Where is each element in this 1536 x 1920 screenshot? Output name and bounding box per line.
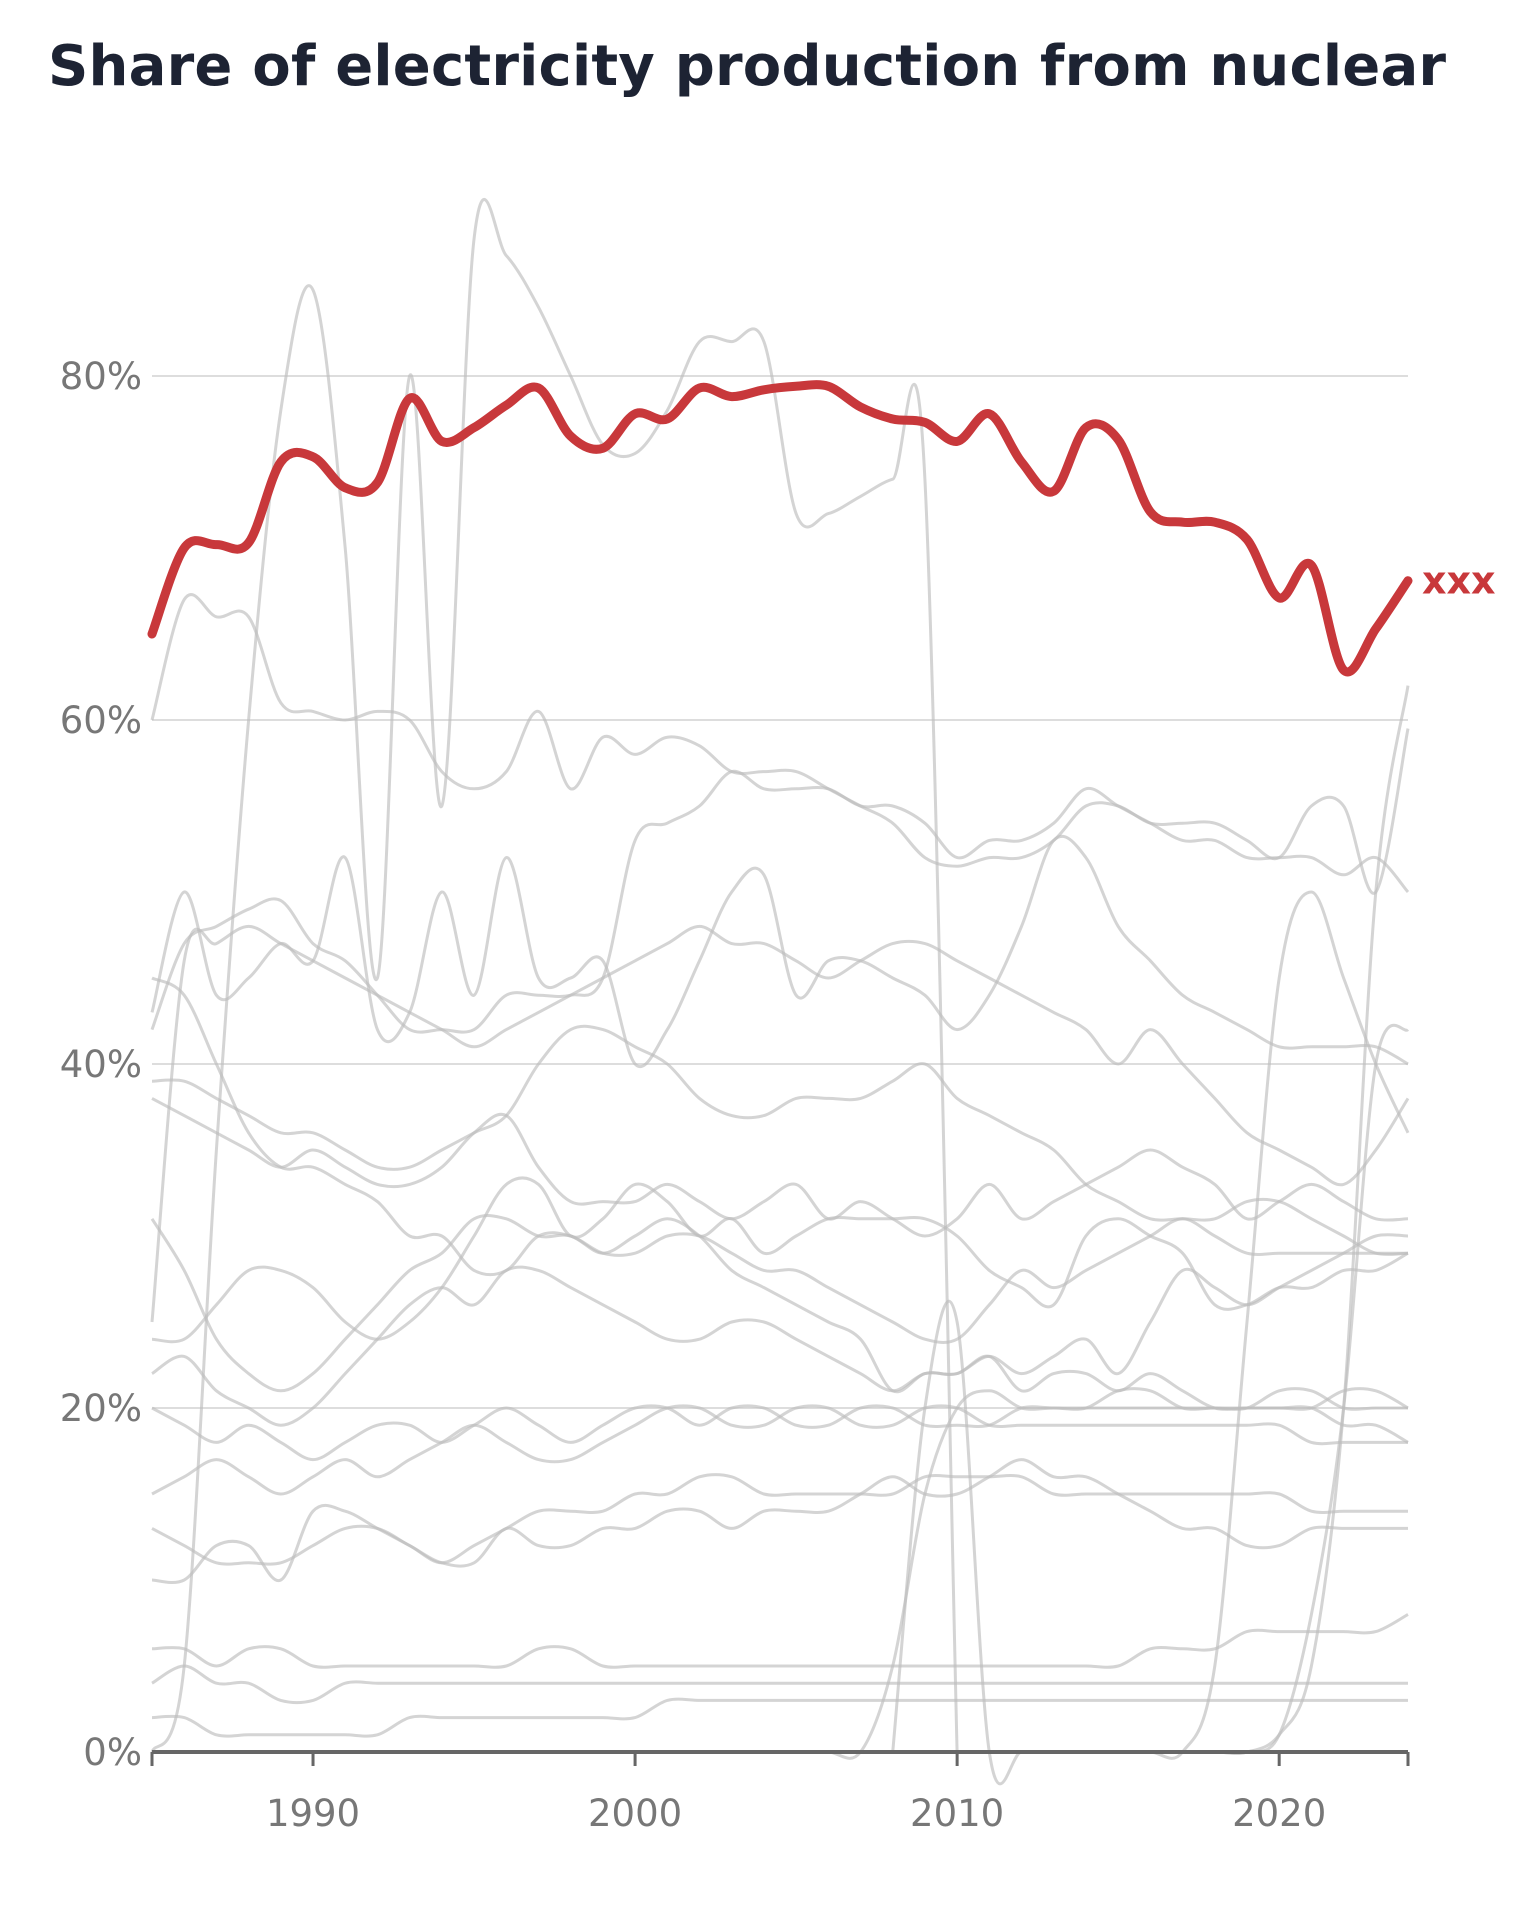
context-series-line xyxy=(151,1458,1408,1585)
chart-title: Share of electricity production from nuc… xyxy=(48,34,1447,99)
x-axis: 1990 2000 2010 2020 xyxy=(150,1750,1410,1835)
context-series-line xyxy=(151,1265,1409,1444)
y-tick-label: 0% xyxy=(83,1731,142,1774)
x-tick-label: 1990 xyxy=(266,1792,360,1835)
y-tick-label: 40% xyxy=(60,1043,142,1086)
context-series-line xyxy=(150,924,1410,1323)
context-series-lines xyxy=(150,198,1410,1786)
highlight-series-label: xxx xyxy=(1422,559,1496,603)
context-series-line xyxy=(151,1404,1408,1496)
x-tick-label: 2000 xyxy=(588,1792,682,1835)
context-series-line xyxy=(150,1214,1408,1393)
y-axis-tick-labels: 0% 20% 40% 60% 80% xyxy=(60,355,142,1774)
y-tick-label: 20% xyxy=(60,1387,142,1430)
context-series-line xyxy=(150,198,959,1753)
highlight-series: xxx xyxy=(147,380,1496,677)
context-series-line xyxy=(151,1613,1409,1669)
context-series-line xyxy=(151,1023,1410,1755)
highlight-series-line xyxy=(147,380,1413,677)
context-series-line xyxy=(151,1473,1408,1566)
context-series-line xyxy=(150,593,1410,895)
y-tick-label: 80% xyxy=(60,355,142,398)
x-tick-label: 2020 xyxy=(1232,1792,1326,1835)
context-series-line xyxy=(151,1097,1409,1238)
gridlines xyxy=(152,375,1408,1409)
context-series-line xyxy=(151,1664,1408,1705)
context-series-line xyxy=(151,1176,1409,1344)
x-tick-label: 2010 xyxy=(910,1792,1004,1835)
context-series-line xyxy=(150,834,1409,1068)
context-series-line xyxy=(151,1024,1409,1256)
y-tick-label: 60% xyxy=(60,699,142,742)
context-series-line xyxy=(151,1697,1408,1738)
context-series-line xyxy=(150,769,1410,1034)
